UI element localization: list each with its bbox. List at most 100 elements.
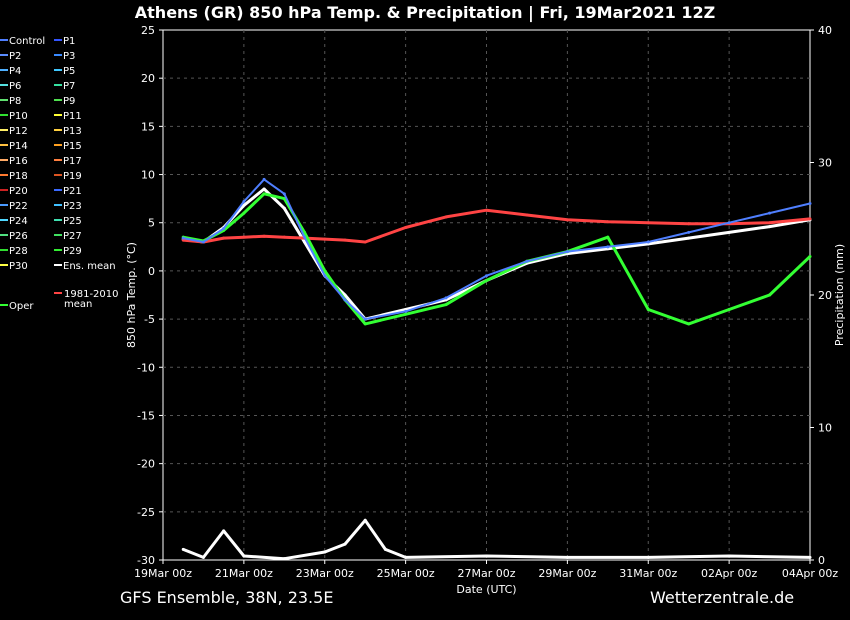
- data-point: [363, 518, 367, 522]
- data-point: [565, 555, 569, 559]
- y-tick-label: -5: [144, 313, 155, 326]
- data-point: [242, 554, 246, 558]
- y2-tick-label: 30: [818, 157, 832, 170]
- y-tick-label: 5: [148, 217, 155, 230]
- y-tick-label: 10: [141, 169, 155, 182]
- data-point: [485, 208, 488, 212]
- x-tick-label: 25Mar 00z: [377, 567, 435, 580]
- legend-label: P4: [9, 66, 21, 77]
- data-point: [201, 240, 205, 244]
- data-point: [242, 211, 246, 215]
- data-point: [444, 296, 448, 300]
- legend-label: P22: [9, 201, 28, 212]
- data-point: [222, 236, 226, 240]
- data-point: [808, 254, 812, 258]
- legend-label: P11: [63, 111, 82, 122]
- data-point: [323, 237, 327, 241]
- x-tick-label: 31Mar 00z: [619, 567, 677, 580]
- x-tick-label: 02Apr 00z: [701, 567, 758, 580]
- legend-label: P26: [9, 231, 28, 242]
- data-point: [727, 307, 731, 311]
- data-point: [404, 555, 408, 559]
- footer-model: GFS Ensemble, 38N, 23.5E: [120, 588, 334, 607]
- y-tick-label: -25: [137, 506, 155, 519]
- y-tick-label: -15: [137, 409, 155, 422]
- data-point: [262, 177, 266, 181]
- legend-label: P6: [9, 81, 21, 92]
- data-point: [222, 227, 226, 231]
- data-point: [727, 230, 731, 234]
- y2-tick-label: 40: [818, 24, 832, 37]
- y-tick-label: -20: [137, 458, 155, 471]
- legend-label: Control: [9, 36, 45, 47]
- legend-label: 1981-2010: [64, 289, 119, 300]
- legend-label: P24: [9, 216, 28, 227]
- legend-label: mean: [64, 299, 92, 310]
- data-point: [303, 230, 307, 234]
- data-point: [485, 274, 488, 278]
- legend-label: P3: [63, 51, 75, 62]
- data-point: [646, 307, 650, 311]
- data-point: [303, 240, 307, 244]
- data-point: [565, 250, 569, 254]
- data-point: [808, 555, 812, 559]
- x-axis-label: Date (UTC): [456, 583, 516, 596]
- data-point: [363, 322, 367, 326]
- data-point: [687, 322, 691, 326]
- data-point: [687, 222, 691, 226]
- data-point: [242, 235, 246, 239]
- y-tick-label: 20: [141, 72, 155, 85]
- data-point: [525, 213, 529, 217]
- data-point: [363, 240, 367, 244]
- data-point: [343, 293, 347, 297]
- data-point: [242, 200, 246, 204]
- data-point: [181, 547, 185, 551]
- series-line-ens-mean: [182, 187, 811, 321]
- data-point: [262, 192, 266, 196]
- data-point: [404, 312, 408, 316]
- legend-label: P30: [9, 261, 28, 272]
- data-point: [727, 554, 731, 558]
- data-point: [383, 547, 387, 551]
- x-tick-label: 21Mar 00z: [215, 567, 273, 580]
- data-point: [262, 187, 266, 191]
- data-point: [343, 542, 347, 546]
- legend-label: P9: [63, 96, 75, 107]
- legend-label: P10: [9, 111, 28, 122]
- data-point: [181, 236, 185, 240]
- data-point: [363, 317, 367, 321]
- data-point: [222, 529, 226, 533]
- y-tick-label: -30: [137, 554, 155, 567]
- data-point: [606, 220, 610, 224]
- y-tick-label: 0: [148, 265, 155, 278]
- legend-label: P7: [63, 81, 75, 92]
- data-point: [282, 235, 286, 239]
- y2-axis-label: Precipitation (mm): [833, 244, 846, 346]
- data-point: [525, 259, 529, 263]
- legend-label: P15: [63, 141, 82, 152]
- legend-label: P23: [63, 201, 82, 212]
- legend-label: P27: [63, 231, 82, 242]
- y-axis-label: 850 hPa Temp. (°C): [125, 242, 138, 348]
- data-point: [444, 303, 448, 307]
- data-point: [303, 235, 307, 239]
- x-tick-label: 27Mar 00z: [457, 567, 515, 580]
- data-point: [485, 279, 488, 283]
- data-point: [262, 234, 266, 238]
- legend-label: P19: [63, 171, 82, 182]
- data-point: [282, 197, 286, 201]
- y2-tick-label: 10: [818, 422, 832, 435]
- legend-label: P17: [63, 156, 82, 167]
- data-point: [282, 557, 286, 561]
- legend-label: P2: [9, 51, 21, 62]
- y-tick-label: 15: [141, 120, 155, 133]
- legend-label: P13: [63, 126, 82, 137]
- legend-label: P18: [9, 171, 28, 182]
- legend-label: P1: [63, 36, 75, 47]
- footer-source: Wetterzentrale.de: [650, 588, 795, 607]
- data-point: [323, 274, 327, 278]
- data-point: [242, 203, 246, 207]
- data-point: [808, 201, 812, 205]
